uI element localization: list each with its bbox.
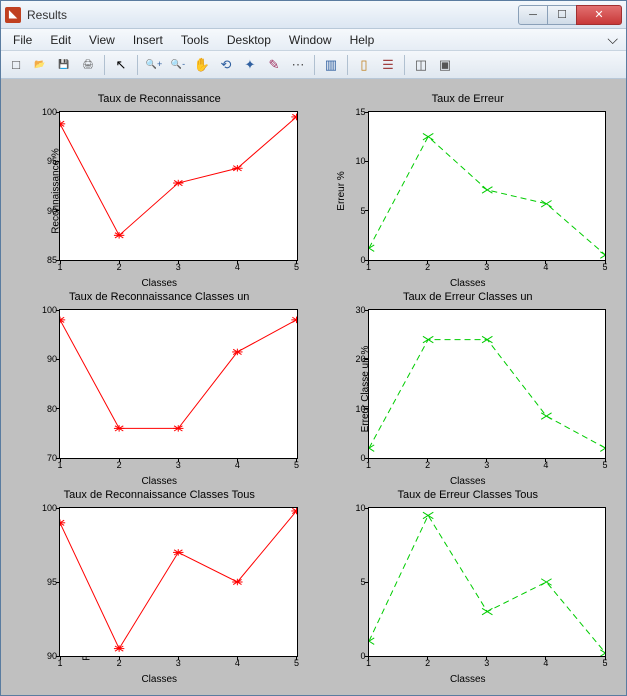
chart-xlabel: Classes [141, 278, 177, 289]
toolbar: □📂💾🖨 ↖ 🔍+🔍-✋⟲✦✎⋯ ▥ ▯☰ ◫▣ [1, 51, 626, 79]
rotate-icon[interactable]: ⟲ [215, 54, 237, 76]
chart-panel-5: Taux de Erreur Classes TousErreure Class… [324, 493, 613, 681]
zoom-in-icon[interactable]: 🔍+ [143, 54, 165, 76]
toolbar-separator [104, 55, 105, 75]
chart-panel-4: Taux de Reconnaissance Classes TousRecon… [15, 493, 304, 681]
subplot-grid: Taux de ReconnaissanceReconnaissance %Cl… [15, 97, 612, 681]
dock-arrow-icon[interactable]: ⌵ [603, 31, 622, 48]
hide-plot-icon[interactable]: ☰ [377, 54, 399, 76]
chart-plot [369, 310, 606, 458]
chart-axes[interactable]: 010203012345 [368, 309, 607, 459]
print-icon[interactable]: 🖨 [77, 54, 99, 76]
zoom-out-icon[interactable]: 🔍- [167, 54, 189, 76]
chart-plot [369, 508, 606, 656]
figure-window: ◣ Results ─ ☐ ✕ FileEditViewInsertToolsD… [0, 0, 627, 696]
legend-icon[interactable]: ▯ [353, 54, 375, 76]
pan-icon[interactable]: ✋ [191, 54, 213, 76]
chart-plot [60, 310, 297, 458]
toolbar-separator [137, 55, 138, 75]
save-icon[interactable]: 💾 [53, 54, 75, 76]
minimize-button[interactable]: ─ [518, 5, 548, 25]
chart-panel-3: Taux de Erreur Classes unErreur Classe u… [324, 295, 613, 483]
toolbar-separator [314, 55, 315, 75]
menu-tools[interactable]: Tools [173, 31, 217, 49]
toolbar-separator [404, 55, 405, 75]
chart-plot [60, 508, 297, 656]
chart-panel-0: Taux de ReconnaissanceReconnaissance %Cl… [15, 97, 304, 285]
chart-xlabel: Classes [450, 278, 486, 289]
toolbar-separator [347, 55, 348, 75]
colorbar-icon[interactable]: ▥ [320, 54, 342, 76]
chart-axes[interactable]: 051012345 [368, 507, 607, 657]
chart-plot [369, 112, 606, 260]
dock2-icon[interactable]: ▣ [434, 54, 456, 76]
chart-xlabel: Classes [141, 674, 177, 685]
menu-file[interactable]: File [5, 31, 40, 49]
chart-axes[interactable]: 05101512345 [368, 111, 607, 261]
chart-xlabel: Classes [450, 674, 486, 685]
menu-insert[interactable]: Insert [125, 31, 171, 49]
menu-window[interactable]: Window [281, 31, 340, 49]
chart-panel-1: Taux de ErreurErreur %Classes05101512345 [324, 97, 613, 285]
menu-desktop[interactable]: Desktop [219, 31, 279, 49]
maximize-button[interactable]: ☐ [547, 5, 577, 25]
menu-edit[interactable]: Edit [42, 31, 79, 49]
chart-ylabel: Erreur % [336, 171, 347, 210]
menu-view[interactable]: View [81, 31, 123, 49]
brush-icon[interactable]: ✎ [263, 54, 285, 76]
chart-axes[interactable]: 909510012345 [59, 507, 298, 657]
chart-axes[interactable]: 85909510012345 [59, 111, 298, 261]
chart-title: Taux de Erreur Classes Tous [324, 489, 613, 501]
chart-xlabel: Classes [141, 476, 177, 487]
figure-area: Taux de ReconnaissanceReconnaissance %Cl… [1, 79, 626, 695]
chart-title: Taux de Erreur [324, 93, 613, 105]
dock-icon[interactable]: ◫ [410, 54, 432, 76]
chart-axes[interactable]: 70809010012345 [59, 309, 298, 459]
titlebar[interactable]: ◣ Results ─ ☐ ✕ [1, 1, 626, 29]
data-cursor-icon[interactable]: ✦ [239, 54, 261, 76]
menu-help[interactable]: Help [342, 31, 383, 49]
chart-plot [60, 112, 297, 260]
chart-title: Taux de Erreur Classes un [324, 291, 613, 303]
new-figure-icon[interactable]: □ [5, 54, 27, 76]
window-title: Results [27, 8, 519, 22]
chart-title: Taux de Reconnaissance Classes un [15, 291, 304, 303]
chart-xlabel: Classes [450, 476, 486, 487]
menubar: FileEditViewInsertToolsDesktopWindowHelp… [1, 29, 626, 51]
chart-title: Taux de Reconnaissance Classes Tous [15, 489, 304, 501]
chart-panel-2: Taux de Reconnaissance Classes unReconna… [15, 295, 304, 483]
close-button[interactable]: ✕ [576, 5, 622, 25]
chart-title: Taux de Reconnaissance [15, 93, 304, 105]
open-icon[interactable]: 📂 [29, 54, 51, 76]
pointer-icon[interactable]: ↖ [110, 54, 132, 76]
link-icon[interactable]: ⋯ [287, 54, 309, 76]
matlab-icon: ◣ [5, 7, 21, 23]
